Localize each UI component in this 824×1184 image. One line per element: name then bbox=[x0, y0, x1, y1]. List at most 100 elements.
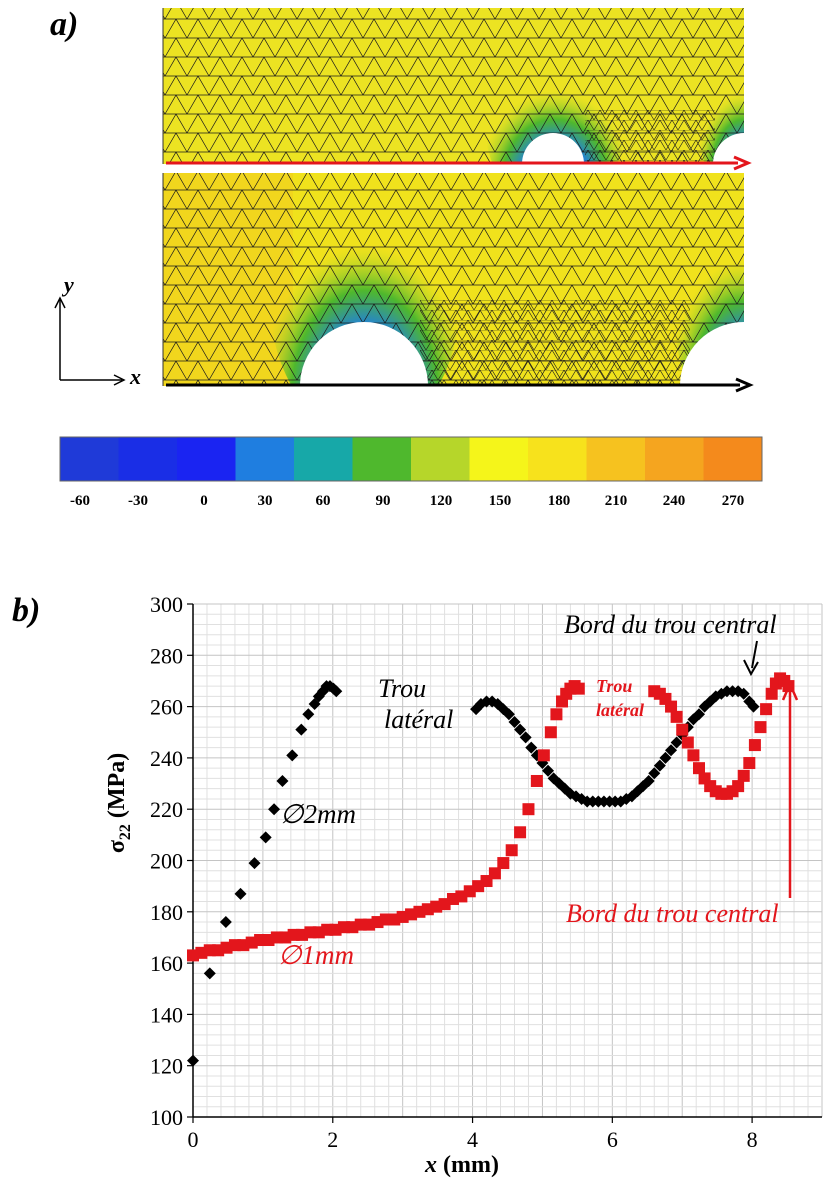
data-point-diamond bbox=[219, 916, 232, 929]
y-tick-label: 120 bbox=[150, 1054, 183, 1079]
data-point-square bbox=[760, 703, 773, 716]
arrow-black-bord bbox=[743, 640, 759, 677]
colorbar-tick-label: 270 bbox=[722, 493, 745, 509]
data-point-square bbox=[687, 749, 700, 762]
x-axis-title: x (mm) bbox=[424, 1152, 499, 1178]
data-point-diamond bbox=[286, 749, 299, 762]
data-point-square bbox=[665, 700, 678, 713]
colorbar-tick-label: -30 bbox=[128, 493, 148, 509]
data-point-diamond bbox=[659, 751, 672, 764]
colorbar-tick-label: 90 bbox=[376, 493, 391, 509]
colorbar-segment bbox=[703, 437, 763, 481]
data-point-square bbox=[514, 826, 527, 839]
x-tick-label: 4 bbox=[467, 1127, 478, 1152]
y-tick-label: 220 bbox=[150, 797, 183, 822]
annotation-black-bord: Bord du trou central bbox=[564, 610, 777, 639]
colorbar-tick-label: 60 bbox=[316, 493, 331, 509]
data-point-square bbox=[743, 757, 756, 770]
x-tick-label: 0 bbox=[188, 1127, 199, 1152]
y-tick-label: 260 bbox=[150, 695, 183, 720]
y-axis-title: σ22 (MPa) bbox=[104, 753, 134, 853]
data-point-square bbox=[505, 844, 518, 857]
annotation-black-trou-line1: Trou bbox=[378, 674, 426, 703]
data-point-diamond bbox=[259, 831, 272, 844]
colorbar-segment bbox=[60, 437, 119, 481]
colorbar-segment bbox=[352, 437, 412, 481]
y-tick-label: 280 bbox=[150, 643, 183, 668]
data-point-diamond bbox=[642, 774, 655, 787]
data-point-square bbox=[732, 780, 745, 793]
data-point-diamond bbox=[508, 715, 521, 728]
annotation-red-trou-line1: Trou bbox=[596, 676, 632, 696]
data-point-diamond bbox=[203, 967, 216, 980]
data-point-diamond bbox=[737, 687, 750, 700]
annotation-red-diameter: ∅1mm bbox=[278, 940, 354, 970]
colorbar-tick-label: 30 bbox=[258, 493, 273, 509]
colorbar-segment bbox=[235, 437, 295, 481]
panel-label-a: a) bbox=[50, 6, 79, 43]
data-point-square bbox=[522, 803, 535, 816]
colorbar-segment bbox=[118, 437, 178, 481]
data-point-diamond bbox=[302, 708, 315, 721]
data-point-square bbox=[754, 721, 767, 734]
data-point-square bbox=[748, 739, 761, 752]
axis-y-label: y bbox=[61, 272, 74, 297]
data-point-square bbox=[488, 867, 501, 880]
data-point-square bbox=[737, 769, 750, 782]
y-tick-label: 100 bbox=[150, 1105, 183, 1130]
data-point-square bbox=[544, 726, 557, 739]
colorbar-tick-label: -60 bbox=[70, 493, 90, 509]
colorbar-tick-label: 210 bbox=[605, 493, 628, 509]
data-point-diamond bbox=[276, 774, 289, 787]
colorbar-segment bbox=[294, 437, 353, 481]
path-arrowhead-bottom bbox=[735, 377, 754, 393]
data-point-square bbox=[537, 749, 550, 762]
data-point-square bbox=[676, 723, 689, 736]
data-point-diamond bbox=[665, 744, 678, 757]
colorbar-segment bbox=[469, 437, 529, 481]
colorbar-tick-label: 180 bbox=[548, 493, 571, 509]
data-point-diamond bbox=[670, 736, 683, 749]
colorbar-tick-label: 120 bbox=[430, 493, 453, 509]
colorbar-segment bbox=[645, 437, 704, 481]
data-point-square bbox=[497, 857, 510, 870]
panel-label-b: b) bbox=[12, 592, 41, 629]
chart-marks bbox=[187, 672, 795, 1067]
colorbar-segment bbox=[528, 437, 587, 481]
data-point-square bbox=[530, 774, 543, 787]
y-tick-label: 300 bbox=[150, 592, 183, 617]
y-tick-label: 140 bbox=[150, 1002, 183, 1027]
xy-axes-icon: y x bbox=[54, 272, 141, 389]
data-point-square bbox=[254, 934, 267, 947]
y-tick-label: 200 bbox=[150, 849, 183, 874]
fem-panel-bottom bbox=[163, 173, 744, 386]
data-point-diamond bbox=[330, 685, 343, 698]
fem-contour-figure: y x -60 -30 0 30 60 90 120 150 180 210 240 270 bbox=[54, 8, 763, 509]
data-point-diamond bbox=[234, 887, 247, 900]
annotation-red-bord: Bord du trou central bbox=[566, 899, 779, 928]
fem-panel-top bbox=[163, 8, 744, 164]
colorbar-tick-label: 150 bbox=[489, 493, 512, 509]
data-point-diamond bbox=[295, 723, 308, 736]
data-point-diamond bbox=[187, 1054, 199, 1067]
annotation-black-trou-line2: latéral bbox=[384, 705, 453, 734]
data-point-square bbox=[670, 710, 683, 723]
data-point-diamond bbox=[692, 708, 705, 721]
data-point-diamond bbox=[519, 731, 532, 744]
data-point-diamond bbox=[514, 723, 527, 736]
data-point-square bbox=[572, 682, 585, 695]
arrow-red-bord bbox=[781, 680, 799, 898]
data-point-square bbox=[692, 762, 705, 775]
x-tick-label: 6 bbox=[607, 1127, 618, 1152]
colorbar: -60 -30 0 30 60 90 120 150 180 210 240 270 bbox=[59, 436, 763, 509]
y-tick-label: 160 bbox=[150, 951, 183, 976]
data-point-diamond bbox=[653, 759, 666, 772]
data-point-square bbox=[765, 687, 778, 700]
data-point-diamond bbox=[502, 708, 515, 721]
chart-axes: 100 120 140 160 180 200 220 240 260 280 300 0 2 4 6 8 bbox=[150, 592, 822, 1152]
colorbar-segment bbox=[586, 437, 646, 481]
colorbar-segment bbox=[177, 437, 236, 481]
data-point-diamond bbox=[747, 700, 760, 713]
data-point-square bbox=[681, 736, 694, 749]
